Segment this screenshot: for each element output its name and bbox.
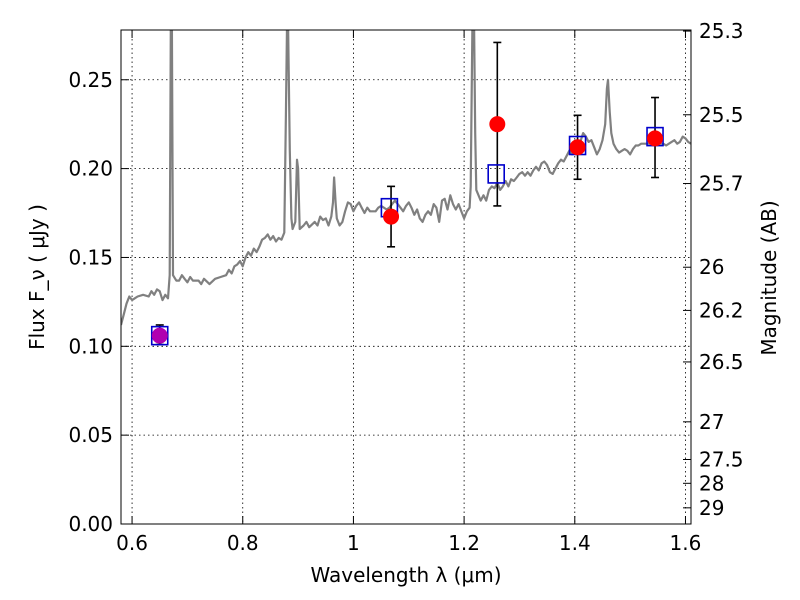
y2-tick-label: 25.5 bbox=[699, 103, 744, 127]
y2-tick-label: 26.5 bbox=[699, 350, 744, 374]
observed-photometry-point bbox=[647, 130, 664, 147]
y-tick-label: 0.15 bbox=[68, 245, 113, 269]
y2-tick-label: 27 bbox=[699, 410, 724, 434]
y2-tick-label: 26 bbox=[699, 255, 724, 279]
y2-tick-label: 28 bbox=[699, 471, 724, 495]
axes: 0.6 0.8 1 1.2 1.4 1.6 0.00 0.05 0.10 0.15 0.20 0.25… bbox=[68, 19, 743, 555]
plot-frame bbox=[120, 29, 692, 525]
observed-photometry-point bbox=[489, 116, 506, 133]
y-tick-label: 0.25 bbox=[68, 68, 113, 92]
x-tick-label: 0.8 bbox=[227, 531, 259, 555]
y-tick-label: 0.10 bbox=[68, 334, 113, 358]
x-tick-label: 1 bbox=[347, 531, 360, 555]
y2-tick-label: 29 bbox=[699, 496, 724, 520]
x-tick-label: 0.6 bbox=[116, 531, 148, 555]
spectrum-line bbox=[121, 30, 691, 326]
y2-tick-label: 27.5 bbox=[699, 447, 744, 471]
y-tick-label: 0.20 bbox=[68, 157, 113, 181]
y-tick-label: 0.00 bbox=[68, 512, 113, 536]
y2-tick-label: 26.2 bbox=[699, 298, 744, 322]
model-photometry-square bbox=[487, 164, 506, 184]
y2-tick-label: 25.7 bbox=[699, 172, 744, 196]
x-tick-label: 1.6 bbox=[670, 531, 702, 555]
x-tick-label: 1.2 bbox=[448, 531, 480, 555]
y-tick-label: 0.05 bbox=[68, 423, 113, 447]
observed-photometry-point bbox=[383, 208, 400, 225]
plot-area bbox=[121, 30, 691, 346]
observed-photometry-point bbox=[569, 139, 586, 156]
y2-axis-title: Magnitude (AB) bbox=[757, 200, 781, 355]
y2-tick-label: 25.3 bbox=[699, 19, 744, 43]
x-axis-title: Wavelength λ (μm) bbox=[310, 563, 501, 587]
y-axis-title: Flux F_ν ( μJy ) bbox=[25, 204, 49, 350]
x-tick-label: 1.4 bbox=[559, 531, 591, 555]
observed-photometry-point bbox=[151, 327, 168, 344]
